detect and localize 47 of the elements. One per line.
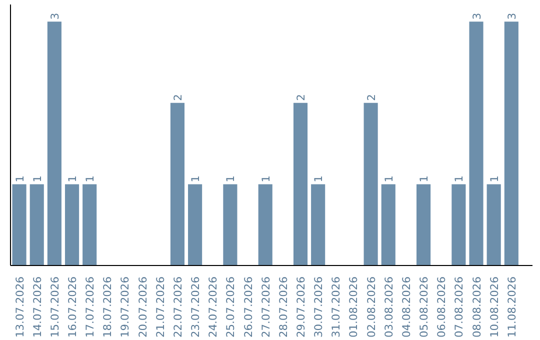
x-tick-label: 21.07.2026 bbox=[154, 276, 167, 338]
x-tick-label: 19.07.2026 bbox=[118, 276, 132, 338]
x-tick-label: 26.07.2026 bbox=[242, 276, 255, 338]
x-tick-label: 04.08.2026 bbox=[400, 276, 413, 338]
x-tick-label: 08.08.2026 bbox=[470, 276, 484, 338]
x-tick-label: 01.08.2026 bbox=[347, 276, 360, 338]
x-tick-label: 28.07.2026 bbox=[276, 276, 290, 338]
data-label: 1 bbox=[189, 175, 202, 182]
x-tick-label: 24.07.2026 bbox=[206, 276, 220, 338]
x-tick-label: 10.08.2026 bbox=[488, 276, 501, 338]
x-tick-label: 16.07.2026 bbox=[66, 276, 80, 338]
x-tick-label: 30.07.2026 bbox=[312, 276, 326, 338]
data-label: 1 bbox=[224, 175, 238, 182]
data-label: 1 bbox=[418, 175, 431, 182]
x-tick-label: 05.08.2026 bbox=[418, 276, 431, 338]
x-tick-label: 14.07.2026 bbox=[30, 276, 44, 338]
x-tick-label: 17.07.2026 bbox=[84, 276, 97, 338]
data-label: 1 bbox=[382, 175, 396, 182]
data-label: 1 bbox=[312, 175, 326, 182]
x-tick-label: 06.08.2026 bbox=[435, 276, 448, 338]
data-label: 3 bbox=[470, 12, 484, 20]
data-label: 2 bbox=[364, 94, 378, 101]
data-label: 3 bbox=[48, 12, 62, 20]
x-tick-label: 22.07.2026 bbox=[171, 276, 184, 338]
data-label: 1 bbox=[13, 175, 26, 182]
data-label: 1 bbox=[84, 175, 97, 182]
data-label: 1 bbox=[488, 175, 501, 182]
x-tick-label: 13.07.2026 bbox=[13, 276, 26, 338]
data-label: 1 bbox=[30, 175, 44, 182]
x-tick-label: 23.07.2026 bbox=[189, 276, 202, 338]
x-tick-label: 20.07.2026 bbox=[136, 276, 150, 338]
data-label: 1 bbox=[259, 175, 272, 182]
x-tick-label: 15.07.2026 bbox=[48, 276, 62, 338]
x-tick-label: 31.07.2026 bbox=[330, 276, 343, 338]
x-tick-label: 02.08.2026 bbox=[364, 276, 378, 338]
x-tick-label: 11.08.2026 bbox=[505, 276, 518, 338]
x-tick-label: 25.07.2026 bbox=[224, 276, 238, 338]
x-tick-label: 18.07.2026 bbox=[101, 276, 114, 338]
x-tick-label: 03.08.2026 bbox=[382, 276, 396, 338]
x-tick-label: 07.08.2026 bbox=[452, 276, 466, 338]
data-label: 1 bbox=[66, 175, 80, 182]
data-label: 1 bbox=[452, 175, 466, 182]
data-label: 2 bbox=[294, 94, 308, 101]
data-label: 3 bbox=[505, 12, 518, 20]
x-tick-label: 27.07.2026 bbox=[259, 276, 272, 338]
x-tick-label: 29.07.2026 bbox=[294, 276, 308, 338]
data-label: 2 bbox=[171, 94, 184, 101]
